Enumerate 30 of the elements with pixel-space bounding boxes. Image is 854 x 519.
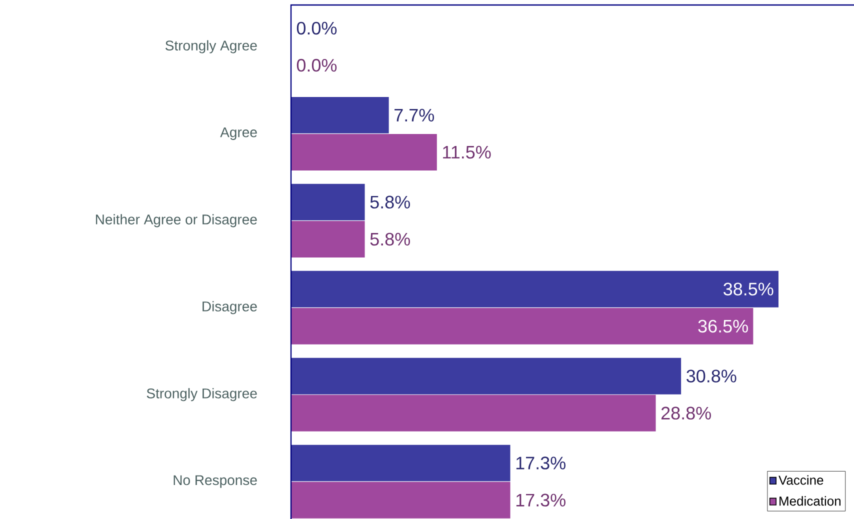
data-label: 11.5% [443, 146, 491, 159]
bar [290, 482, 510, 518]
data-label: 5.8% [370, 196, 410, 209]
bar [290, 308, 754, 344]
y-tick-label: Neither Agree or Disagree [96, 214, 257, 228]
data-label: 17.3% [516, 494, 566, 507]
data-label: 28.8% [661, 406, 711, 420]
legend-label: Vaccine [778, 475, 824, 485]
data-label: 0.0% [296, 58, 337, 72]
y-tick-label: Agree [220, 127, 257, 140]
data-label: 0.0% [296, 22, 337, 35]
bar [290, 444, 510, 482]
data-label: 36.5% [698, 320, 748, 333]
legend-label: Medication [780, 496, 840, 506]
y-tick-label: No Response [174, 475, 257, 488]
bar [290, 220, 365, 258]
bar [290, 96, 389, 134]
bar [290, 184, 365, 220]
y-tick-label: Strongly Agree [166, 40, 257, 54]
bar [290, 134, 437, 170]
data-label: 7.7% [394, 108, 434, 122]
data-label: 17.3% [516, 456, 566, 470]
y-tick-label: Strongly Disagree [146, 388, 257, 402]
data-label: 30.8% [686, 370, 736, 382]
y-tick-label: Disagree [202, 301, 257, 314]
bar [290, 270, 778, 308]
data-label: 5.8% [370, 232, 410, 246]
data-label: 38.5% [724, 282, 774, 296]
bar [290, 358, 682, 394]
bar [290, 394, 656, 432]
